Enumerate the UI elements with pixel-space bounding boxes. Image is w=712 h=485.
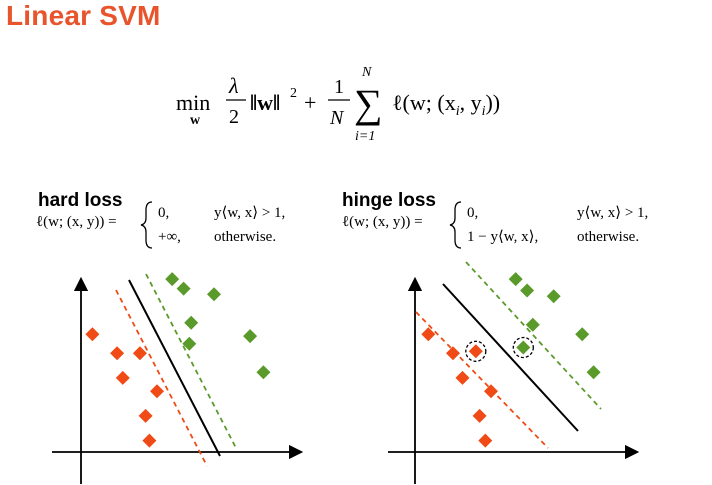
numerator-one: 1 [334,76,344,98]
hard-positive-point-3 [207,287,221,302]
hinge-negative-point-3 [468,344,483,359]
hinge-positive-point-3 [546,289,561,304]
hard-negative-point-5 [150,384,164,399]
hinge-negative-point-1 [421,327,436,342]
hard-positive-margin [145,273,237,449]
hinge-case2-condition: otherwise. [577,229,639,245]
hard-negative-point-1 [85,327,100,342]
denominator-two: 2 [229,106,239,128]
norm-square: 2 [290,86,297,101]
min-subscript: w [190,113,201,128]
hinge-case2-value: 1 − y⟨w, x⟩, [467,229,538,245]
hard-positive-point-5 [182,336,197,351]
hard-case2-value: +∞, [158,229,181,245]
hinge-positive-point-6 [575,327,590,342]
denominator-N: N [329,107,345,129]
hinge-negative-point-7 [478,433,493,448]
hard-positive-point-2 [176,281,191,296]
hinge-data-points [421,272,601,448]
hinge-positive-point-5 [516,340,531,355]
hinge-positive-point-7 [586,365,601,380]
hard-negative-point-4 [115,370,130,385]
hinge-support-vector-circle-1 [465,340,487,362]
hard-negative-point-3 [132,346,147,361]
hard-data-points [85,272,271,448]
hard-case1-value: 0, [158,205,169,221]
objective-formula: min w λ 2 ‖w‖ 2 + 1 N N ∑ i=1 ℓ(w; (xi, … [176,65,500,144]
lambda-symbol: λ [228,73,239,98]
hard-loss-lhs: ℓ(w; (x, y)) = [36,214,117,230]
hard-case2-condition: otherwise. [214,229,276,245]
hinge-negative-point-2 [446,346,460,361]
sum-upper: N [361,65,372,80]
hinge-negative-point-6 [472,408,487,423]
hinge-negative-point-4 [455,370,470,385]
sum-lower: i=1 [355,129,375,144]
hinge-loss-brace [449,201,462,249]
hinge-positive-point-4 [525,317,540,332]
hard-positive-point-4 [184,315,199,330]
hinge-support-vector-circle-2 [512,336,534,359]
min-operator: min [176,90,210,115]
hinge-negative-point-5 [484,384,498,399]
hard-negative-point-7 [142,433,157,448]
hard-positive-point-6 [243,329,258,344]
hinge-positive-point-2 [520,283,535,298]
slide-title: Linear SVM [6,0,161,31]
hard-positive-point-7 [256,365,271,380]
hard-negative-point-2 [110,346,125,361]
hard-loss-brace [140,201,153,249]
hard-case1-condition: y⟨w, x⟩ > 1, [214,205,285,221]
hinge-positive-margin [465,261,602,410]
hard-negative-point-6 [138,408,153,423]
hinge-positive-point-1 [508,272,523,287]
hard-positive-point-1 [165,272,180,287]
sum-symbol: ∑ [354,81,383,126]
hinge-loss-lhs: ℓ(w; (x, y)) = [342,214,423,230]
hard-decision-boundary [128,279,221,457]
hinge-case1-value: 0, [467,205,478,221]
hinge-case1-condition: y⟨w, x⟩ > 1, [577,205,648,221]
hinge-loss-title: hinge loss [342,190,436,211]
hard-loss-title: hard loss [38,190,123,211]
loss-term: ℓ(w; (xi, yi)) [392,90,500,119]
hard-negative-margin [115,289,208,467]
plus-sign: + [304,90,316,115]
loss-definitions: ℓ(w; (x, y)) = 0, y⟨w, x⟩ > 1, +∞, other… [36,201,648,249]
hinge-decision-boundary [442,283,579,432]
hinge-negative-margin [415,311,549,449]
norm-w: ‖w‖ [250,90,280,115]
